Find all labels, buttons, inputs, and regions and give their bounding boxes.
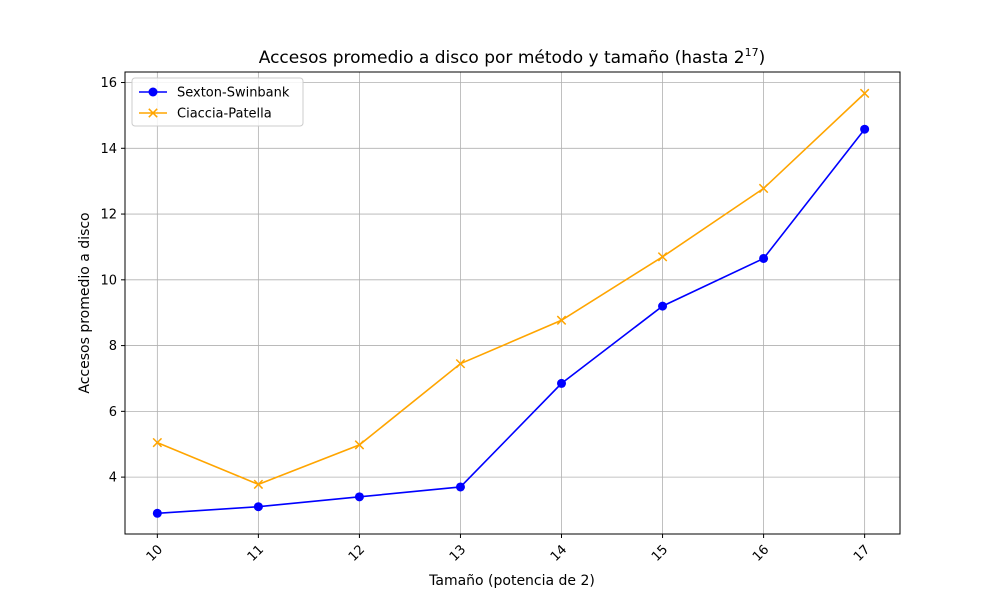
y-axis-title: Accesos promedio a disco bbox=[77, 212, 93, 393]
data-point bbox=[759, 253, 769, 263]
legend-marker bbox=[148, 108, 158, 118]
y-tick-label: 4 bbox=[109, 471, 117, 486]
y-tick-label: 8 bbox=[109, 339, 117, 354]
x-tick-label: 12 bbox=[346, 542, 368, 564]
data-point bbox=[859, 88, 870, 99]
data-point bbox=[152, 437, 163, 448]
data-point bbox=[557, 378, 567, 388]
y-tick-label: 12 bbox=[100, 208, 117, 223]
x-tick-label: 11 bbox=[245, 542, 267, 564]
x-axis: 10 11 12 13 14 15 16 17 bbox=[144, 534, 873, 565]
x-tick-label: 10 bbox=[144, 542, 166, 564]
legend-label: Sexton-Swinbank bbox=[177, 86, 290, 101]
y-tick-label: 10 bbox=[100, 273, 117, 288]
series-layer bbox=[152, 88, 870, 518]
series-2 bbox=[152, 88, 870, 490]
plot-frame bbox=[124, 71, 901, 535]
series-line bbox=[157, 128, 866, 515]
legend-frame bbox=[131, 77, 304, 127]
data-point bbox=[758, 183, 769, 194]
data-point bbox=[253, 502, 263, 512]
chart-title: Accesos promedio a disco por método y ta… bbox=[259, 46, 766, 68]
legend-marker bbox=[148, 87, 158, 97]
data-point bbox=[253, 479, 264, 490]
grid-lines bbox=[125, 72, 900, 534]
y-tick-label: 14 bbox=[100, 142, 117, 157]
data-point bbox=[657, 252, 668, 262]
data-point bbox=[455, 482, 465, 492]
data-point bbox=[354, 492, 364, 502]
legend: Sexton-Swinbank Ciaccia-Patella bbox=[131, 77, 304, 127]
series-1 bbox=[152, 124, 870, 518]
x-tick-label: 16 bbox=[750, 542, 772, 564]
legend-label: Ciaccia-Patella bbox=[177, 107, 272, 122]
data-point bbox=[556, 315, 567, 325]
data-point bbox=[455, 358, 466, 369]
x-tick-label: 17 bbox=[851, 542, 873, 564]
y-tick-label: 16 bbox=[100, 76, 117, 91]
data-point bbox=[860, 124, 870, 134]
y-tick-label: 6 bbox=[109, 405, 117, 420]
x-tick-label: 14 bbox=[548, 542, 570, 564]
x-tick-label: 13 bbox=[447, 542, 469, 564]
data-point bbox=[658, 301, 668, 311]
data-point bbox=[354, 440, 365, 450]
x-tick-label: 15 bbox=[649, 542, 671, 564]
data-point bbox=[152, 508, 162, 518]
x-axis-title: Tamaño (potencia de 2) bbox=[428, 573, 595, 589]
series-line bbox=[157, 92, 866, 486]
y-axis: 4 6 8 10 12 14 16 bbox=[100, 76, 125, 486]
